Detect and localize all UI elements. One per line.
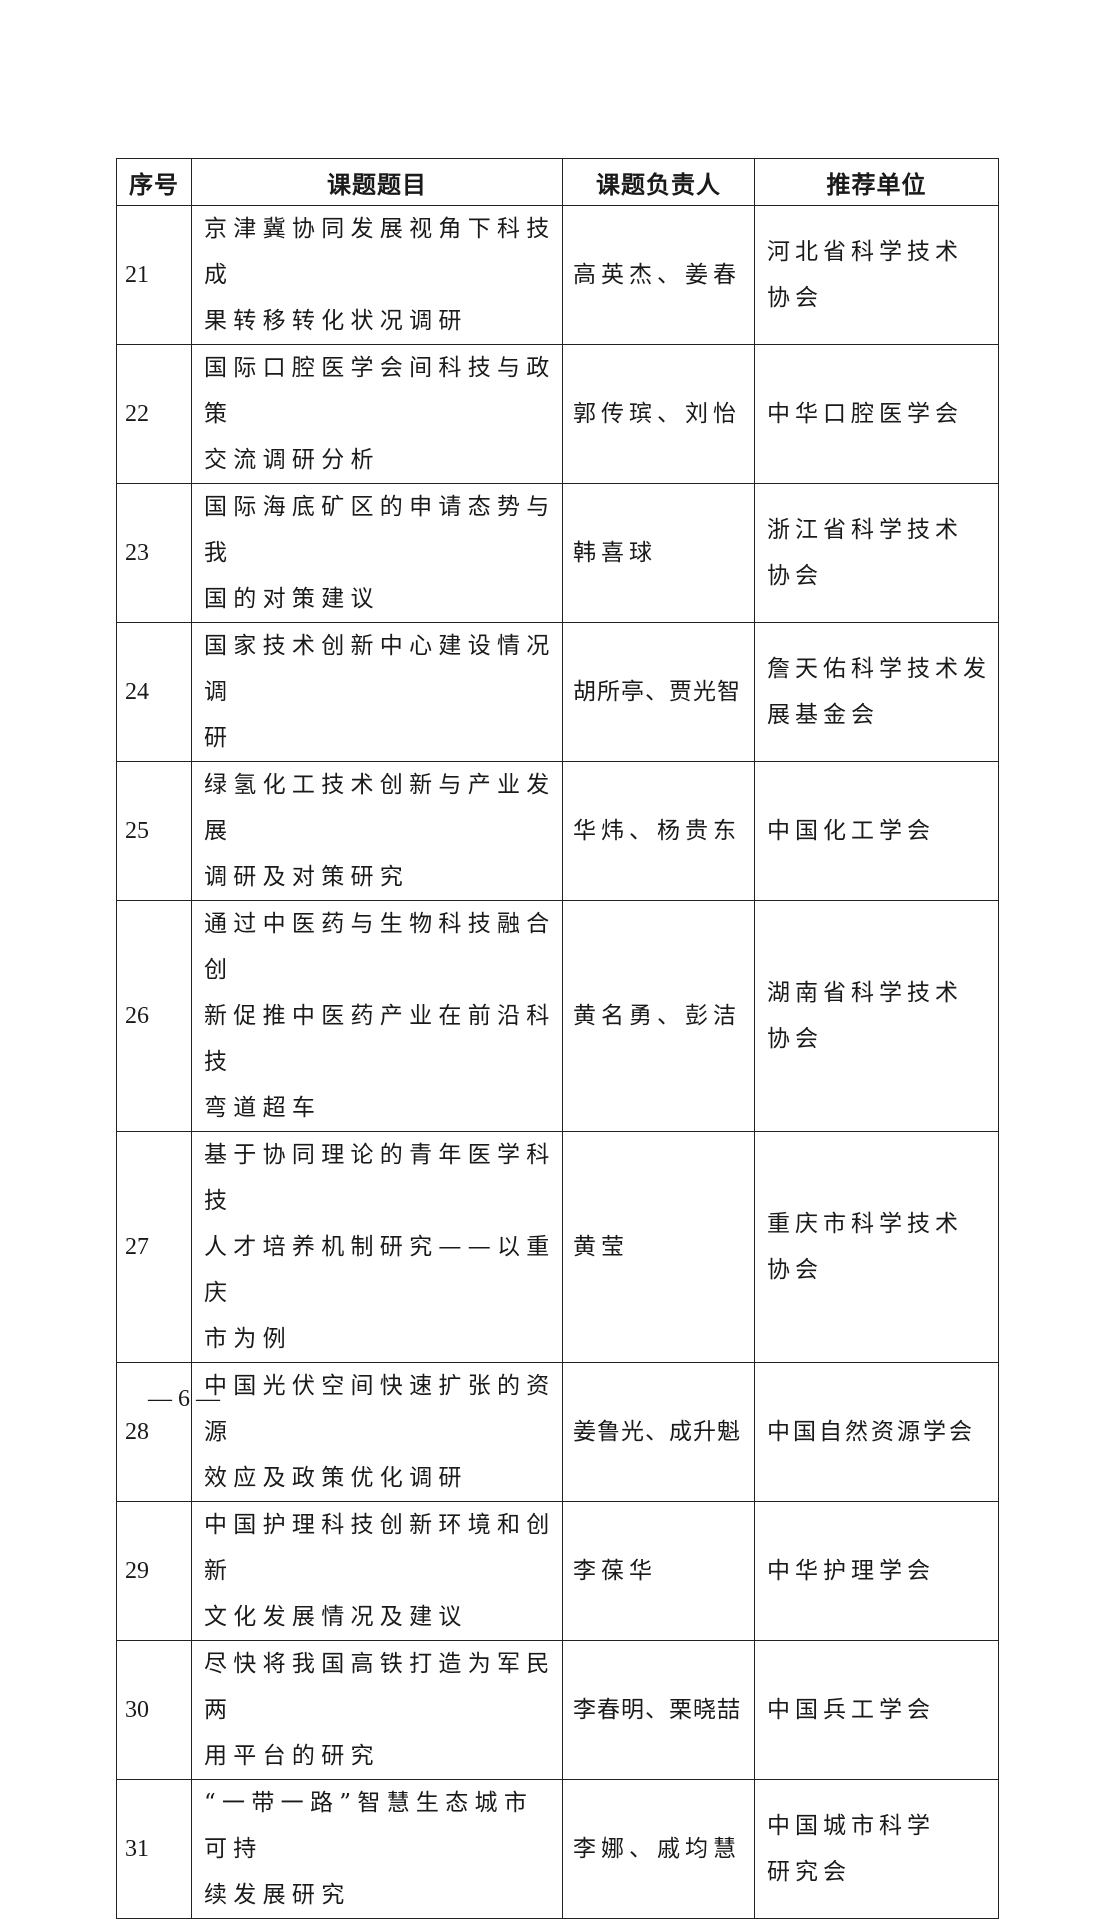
row-person: 高英杰、姜春	[562, 205, 755, 345]
row-title: 国际海底矿区的申请态势与我 国的对策建议	[191, 483, 563, 623]
row-number: 29	[116, 1501, 192, 1641]
table-row: 22 国际口腔医学会间科技与政策 交流调研分析 郭传瑸、刘怡 中华口腔医学会	[116, 344, 999, 484]
row-person: 李娜、戚均慧	[562, 1779, 755, 1919]
table-row: 29 中国护理科技创新环境和创新 文化发展情况及建议 李葆华 中华护理学会	[116, 1501, 999, 1641]
row-unit: 河北省科学技术 协会	[754, 205, 999, 345]
row-unit: 詹天佑科学技术发 展基金会	[754, 622, 999, 762]
row-person: 黄名勇、彭洁	[562, 900, 755, 1132]
row-unit: 中国化工学会	[754, 761, 999, 901]
table-row: 28 中国光伏空间快速扩张的资源 效应及政策优化调研 姜鲁光、成升魁 中国自然资源学会	[116, 1362, 999, 1502]
row-title: 基于协同理论的青年医学科技 人才培养机制研究——以重庆 市为例	[191, 1131, 563, 1363]
table-row: 30 尽快将我国高铁打造为军民两 用平台的研究 李春明、栗晓喆 中国兵工学会	[116, 1640, 999, 1780]
row-number: 21	[116, 205, 192, 345]
row-unit: 中国自然资源学会	[754, 1362, 999, 1502]
row-title: 中国护理科技创新环境和创新 文化发展情况及建议	[191, 1501, 563, 1641]
row-title: 国家技术创新中心建设情况调 研	[191, 622, 563, 762]
row-number: 22	[116, 344, 192, 484]
table-row: 24 国家技术创新中心建设情况调 研胡所亭、贾光智 詹天佑科学技术发 展基金会	[116, 622, 999, 762]
row-person: 李春明、栗晓喆	[562, 1640, 755, 1780]
row-number: 30	[116, 1640, 192, 1780]
row-unit: 湖南省科学技术 协会	[754, 900, 999, 1132]
row-person: 韩喜球	[562, 483, 755, 623]
header-title: 课题题目	[191, 158, 563, 206]
row-number: 25	[116, 761, 192, 901]
row-number: 26	[116, 900, 192, 1132]
row-person: 李葆华	[562, 1501, 755, 1641]
table-row: 27 基于协同理论的青年医学科技 人才培养机制研究——以重庆 市为例 黄莹 重庆市科学…	[116, 1131, 999, 1363]
row-title: 国际口腔医学会间科技与政策 交流调研分析	[191, 344, 563, 484]
row-number: 23	[116, 483, 192, 623]
row-title: 通过中医药与生物科技融合创 新促推中医药产业在前沿科技 弯道超车	[191, 900, 563, 1132]
header-number: 序号	[116, 158, 192, 206]
row-title: 中国光伏空间快速扩张的资源 效应及政策优化调研	[191, 1362, 563, 1502]
row-number: 28	[116, 1362, 192, 1502]
table-header-row: 序号 课题题目 课题负责人 推荐单位	[116, 158, 999, 206]
row-person: 胡所亭、贾光智	[562, 622, 755, 762]
table-row: 23 国际海底矿区的申请态势与我 国的对策建议 韩喜球 浙江省科学技术 协会	[116, 483, 999, 623]
row-person: 黄莹	[562, 1131, 755, 1363]
row-number: 31	[116, 1779, 192, 1919]
table-row: 21 京津冀协同发展视角下科技成 果转移转化状况调研 高英杰、姜春 河北省科学技术 协…	[116, 205, 999, 345]
row-title: 尽快将我国高铁打造为军民两 用平台的研究	[191, 1640, 563, 1780]
header-person: 课题负责人	[562, 158, 755, 206]
row-unit: 中华护理学会	[754, 1501, 999, 1641]
header-unit: 推荐单位	[754, 158, 999, 206]
row-title: “一带一路”智慧生态城市可持 续发展研究	[191, 1779, 563, 1919]
row-person: 姜鲁光、成升魁	[562, 1362, 755, 1502]
row-unit: 中国城市科学 研究会	[754, 1779, 999, 1919]
row-unit: 重庆市科学技术 协会	[754, 1131, 999, 1363]
row-number: 27	[116, 1131, 192, 1363]
row-title: 绿氢化工技术创新与产业发展 调研及对策研究	[191, 761, 563, 901]
table-row: 25 绿氢化工技术创新与产业发展 调研及对策研究 华炜、杨贵东 中国化工学会	[116, 761, 999, 901]
row-number: 24	[116, 622, 192, 762]
row-unit: 浙江省科学技术 协会	[754, 483, 999, 623]
projects-table: 序号 课题题目 课题负责人 推荐单位 21 京津冀协同发展视角下科技成 果转移转化…	[116, 158, 999, 1919]
table-row: 26 通过中医药与生物科技融合创 新促推中医药产业在前沿科技 弯道超车 黄名勇、彭洁…	[116, 900, 999, 1132]
row-person: 华炜、杨贵东	[562, 761, 755, 901]
row-unit: 中华口腔医学会	[754, 344, 999, 484]
row-title: 京津冀协同发展视角下科技成 果转移转化状况调研	[191, 205, 563, 345]
page-number: — 6 —	[148, 1386, 220, 1412]
row-person: 郭传瑸、刘怡	[562, 344, 755, 484]
row-unit: 中国兵工学会	[754, 1640, 999, 1780]
table-row: 31 “一带一路”智慧生态城市可持 续发展研究 李娜、戚均慧 中国城市科学 研究会	[116, 1779, 999, 1919]
